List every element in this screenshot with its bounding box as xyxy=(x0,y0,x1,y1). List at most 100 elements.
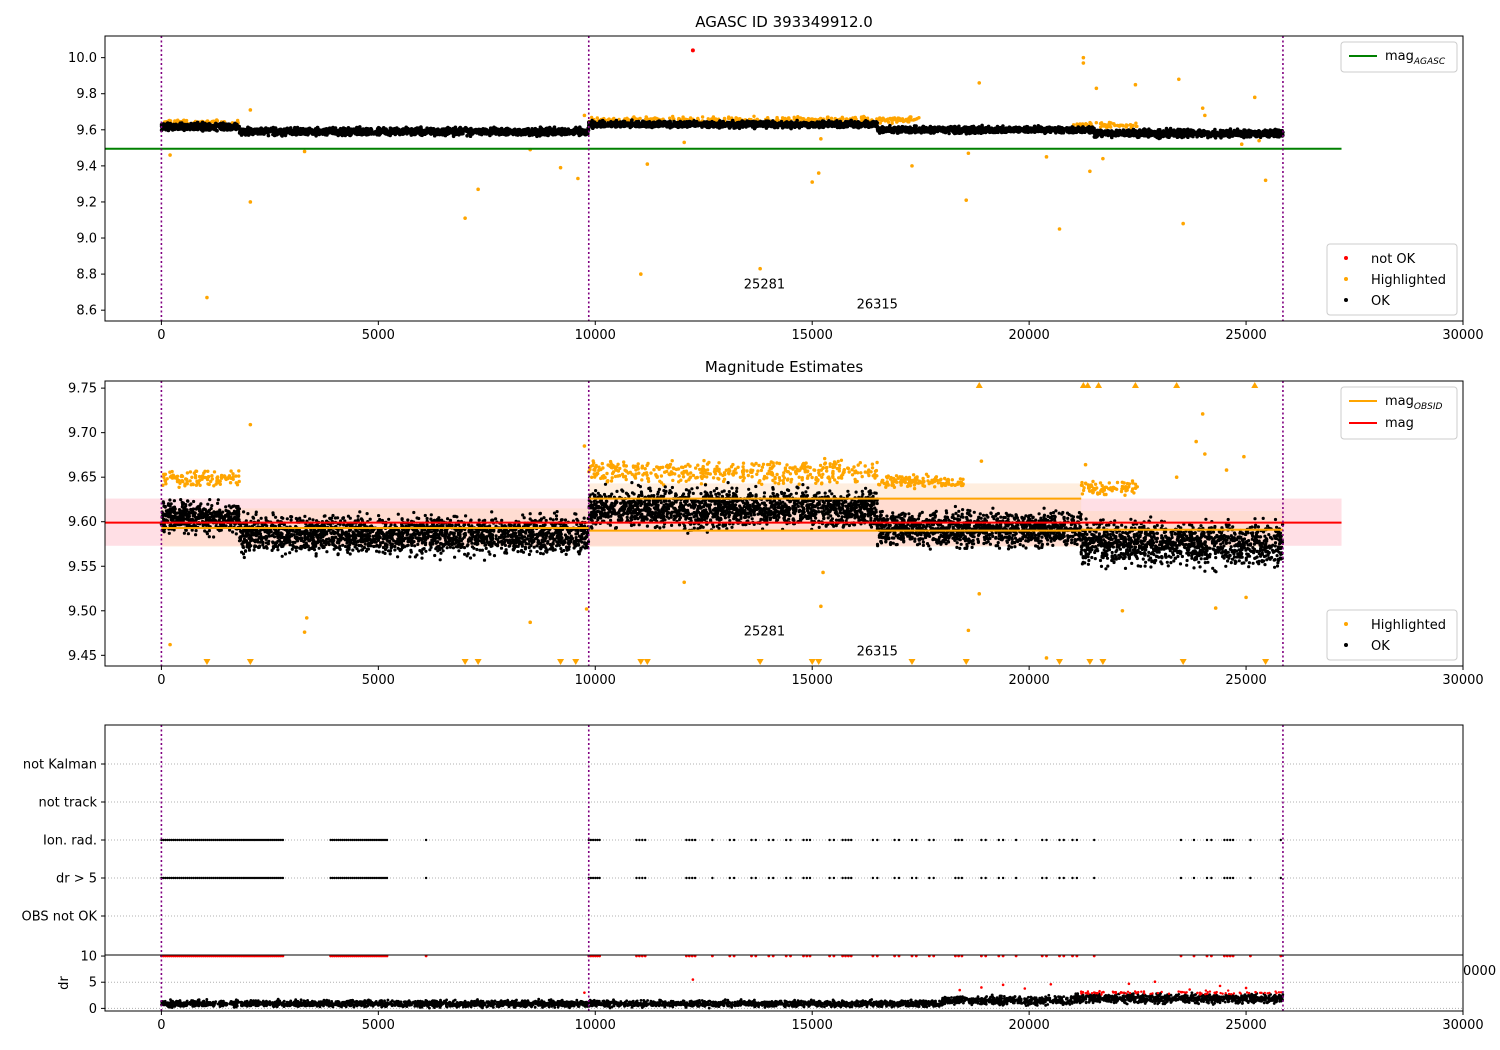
ok-point xyxy=(376,125,381,130)
ok-point xyxy=(416,126,421,130)
ok-point xyxy=(602,124,606,129)
highlighted-point xyxy=(862,114,866,119)
ok-point xyxy=(752,122,757,126)
ok-point xyxy=(513,130,518,134)
ok-point xyxy=(875,121,879,125)
ok-point xyxy=(630,118,634,122)
ok-point xyxy=(725,122,729,127)
ok-point xyxy=(273,128,278,133)
ok-point xyxy=(223,125,227,129)
ok-point xyxy=(655,120,660,124)
ok-point xyxy=(189,125,193,129)
ok-point xyxy=(412,128,417,133)
highlighted-point xyxy=(182,118,186,122)
ok-point xyxy=(919,131,924,135)
ok-point xyxy=(748,122,752,126)
highlighted-point xyxy=(917,116,921,120)
ok-point xyxy=(995,128,1000,132)
ok-point xyxy=(325,133,329,137)
ok-point xyxy=(851,125,856,129)
highlighted-point xyxy=(906,120,910,124)
ok-point xyxy=(327,126,332,130)
ok-point xyxy=(175,126,180,131)
ok-point xyxy=(1090,125,1095,129)
ok-point xyxy=(574,128,578,133)
ok-point xyxy=(970,129,974,133)
ok-point xyxy=(543,127,547,132)
ok-point xyxy=(338,126,343,131)
ok-point xyxy=(1033,126,1037,131)
ok-point xyxy=(1071,125,1075,130)
ok-point xyxy=(548,128,552,133)
highlighted-point xyxy=(787,116,791,120)
ok-point xyxy=(1003,127,1007,132)
ok-point xyxy=(825,123,829,127)
ok-point xyxy=(244,130,249,134)
ok-point xyxy=(214,123,218,127)
ok-point xyxy=(614,124,619,129)
ok-point xyxy=(668,119,672,124)
ok-point xyxy=(519,133,523,137)
ok-point xyxy=(220,125,224,129)
ok-point xyxy=(475,131,479,135)
ok-point xyxy=(791,123,796,127)
highlighted-point xyxy=(901,119,906,124)
ok-point xyxy=(733,123,738,128)
highlighted-point xyxy=(589,115,594,120)
ok-point xyxy=(838,124,842,129)
ok-point xyxy=(689,121,694,125)
ok-point xyxy=(264,126,268,130)
ok-point xyxy=(1077,128,1081,133)
ok-point xyxy=(821,122,825,127)
highlighted-point xyxy=(1101,124,1106,128)
ok-point xyxy=(249,130,254,135)
ok-point xyxy=(832,124,837,128)
ok-point xyxy=(901,128,906,132)
ok-point xyxy=(755,121,760,126)
ok-point xyxy=(453,125,458,130)
ok-point xyxy=(377,129,381,133)
ok-point xyxy=(581,128,586,132)
ok-point xyxy=(239,133,244,137)
ok-point xyxy=(306,128,310,132)
ok-point xyxy=(979,126,984,130)
ok-point xyxy=(579,132,583,137)
ok-point xyxy=(372,131,376,135)
highlighted-point xyxy=(909,118,913,122)
ok-point xyxy=(1060,128,1065,133)
ok-point xyxy=(227,122,232,127)
ok-point xyxy=(442,127,447,131)
ok-point xyxy=(695,122,700,127)
ok-point xyxy=(252,127,257,132)
ok-point xyxy=(559,133,564,137)
ok-point xyxy=(673,123,678,127)
ok-point xyxy=(538,125,543,129)
ok-point xyxy=(1080,126,1085,131)
ok-point xyxy=(222,128,226,132)
agasc-panel-title: AGASC ID 393349912.0 xyxy=(695,13,873,31)
ok-point xyxy=(984,127,988,132)
ok-point xyxy=(199,125,204,130)
ok-point xyxy=(701,121,706,125)
highlighted-point xyxy=(880,117,885,121)
ok-point xyxy=(800,124,804,128)
ok-point xyxy=(427,129,431,133)
ok-point xyxy=(556,128,561,133)
ok-point xyxy=(951,125,955,129)
highlighted-point xyxy=(595,116,599,120)
highlighted-point xyxy=(638,116,642,121)
ok-point xyxy=(479,130,484,134)
ok-point xyxy=(966,127,971,131)
ok-point xyxy=(743,124,748,128)
ok-point xyxy=(423,131,428,136)
ok-point xyxy=(869,122,873,127)
ok-point xyxy=(366,132,371,137)
ok-point xyxy=(336,130,341,135)
highlighted-point xyxy=(644,115,648,119)
ok-point xyxy=(288,128,293,133)
ok-point xyxy=(262,132,266,136)
ok-point xyxy=(349,127,353,132)
ok-point xyxy=(450,129,455,133)
ok-point xyxy=(178,121,183,125)
highlighted-point xyxy=(722,116,727,121)
